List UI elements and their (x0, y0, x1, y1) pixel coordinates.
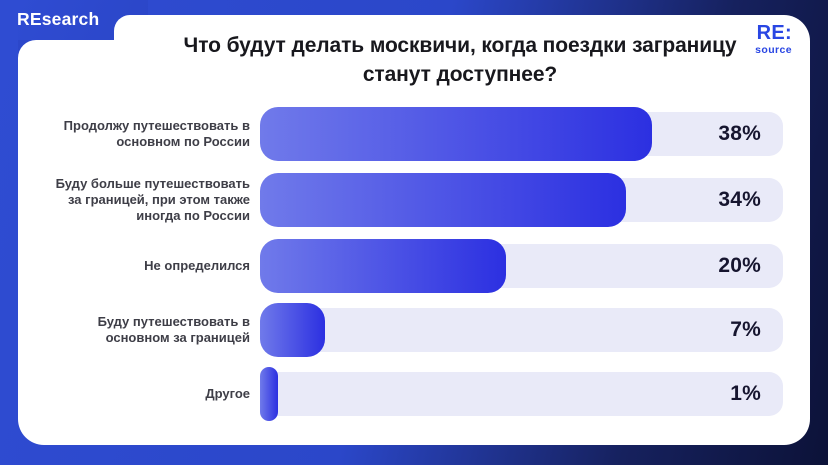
bar-row: Буду путешествовать в основном за границ… (40, 303, 783, 357)
bar-chart: Продолжу путешествовать в основном по Ро… (40, 107, 783, 421)
bar-track: 38% (260, 107, 783, 161)
category-label: Буду больше путешествовать за границей, … (55, 176, 250, 223)
value-label: 38% (718, 122, 761, 145)
bar-fill (260, 239, 506, 293)
value-label: 7% (730, 318, 761, 341)
category-label: Другое (205, 386, 250, 401)
source-logo-main: RE: (756, 22, 792, 44)
source-logo-sub: source (755, 44, 792, 56)
category-label: Не определился (144, 258, 250, 273)
brand-logo-text: REsearch (17, 9, 100, 29)
bar-fill (260, 303, 326, 357)
bar-row: Буду больше путешествовать за границей, … (40, 173, 783, 227)
value-label: 34% (718, 188, 761, 211)
category-label: Буду путешествовать в основном за границ… (97, 314, 250, 345)
bar-fill (260, 367, 278, 421)
source-logo: RE: source (755, 23, 792, 56)
value-label: 20% (718, 254, 761, 277)
value-label: 1% (730, 382, 761, 405)
category-label: Продолжу путешествовать в основном по Ро… (63, 118, 250, 149)
brand-tab-corner (114, 15, 150, 40)
bar-track: 1% (260, 367, 783, 421)
chart-title: Что будут делать москвичи, когда поездки… (183, 34, 737, 86)
bar-track: 20% (260, 239, 783, 293)
bar-track: 34% (260, 173, 783, 227)
bar-fill (260, 107, 653, 161)
bar-fill (260, 173, 627, 227)
bar-track: 7% (260, 303, 783, 357)
bar-row: Продолжу путешествовать в основном по Ро… (40, 107, 783, 161)
bar-row: Другое 1% (40, 367, 783, 421)
brand-tab-inner-corner (18, 40, 38, 60)
bar-row: Не определился 20% (40, 239, 783, 293)
